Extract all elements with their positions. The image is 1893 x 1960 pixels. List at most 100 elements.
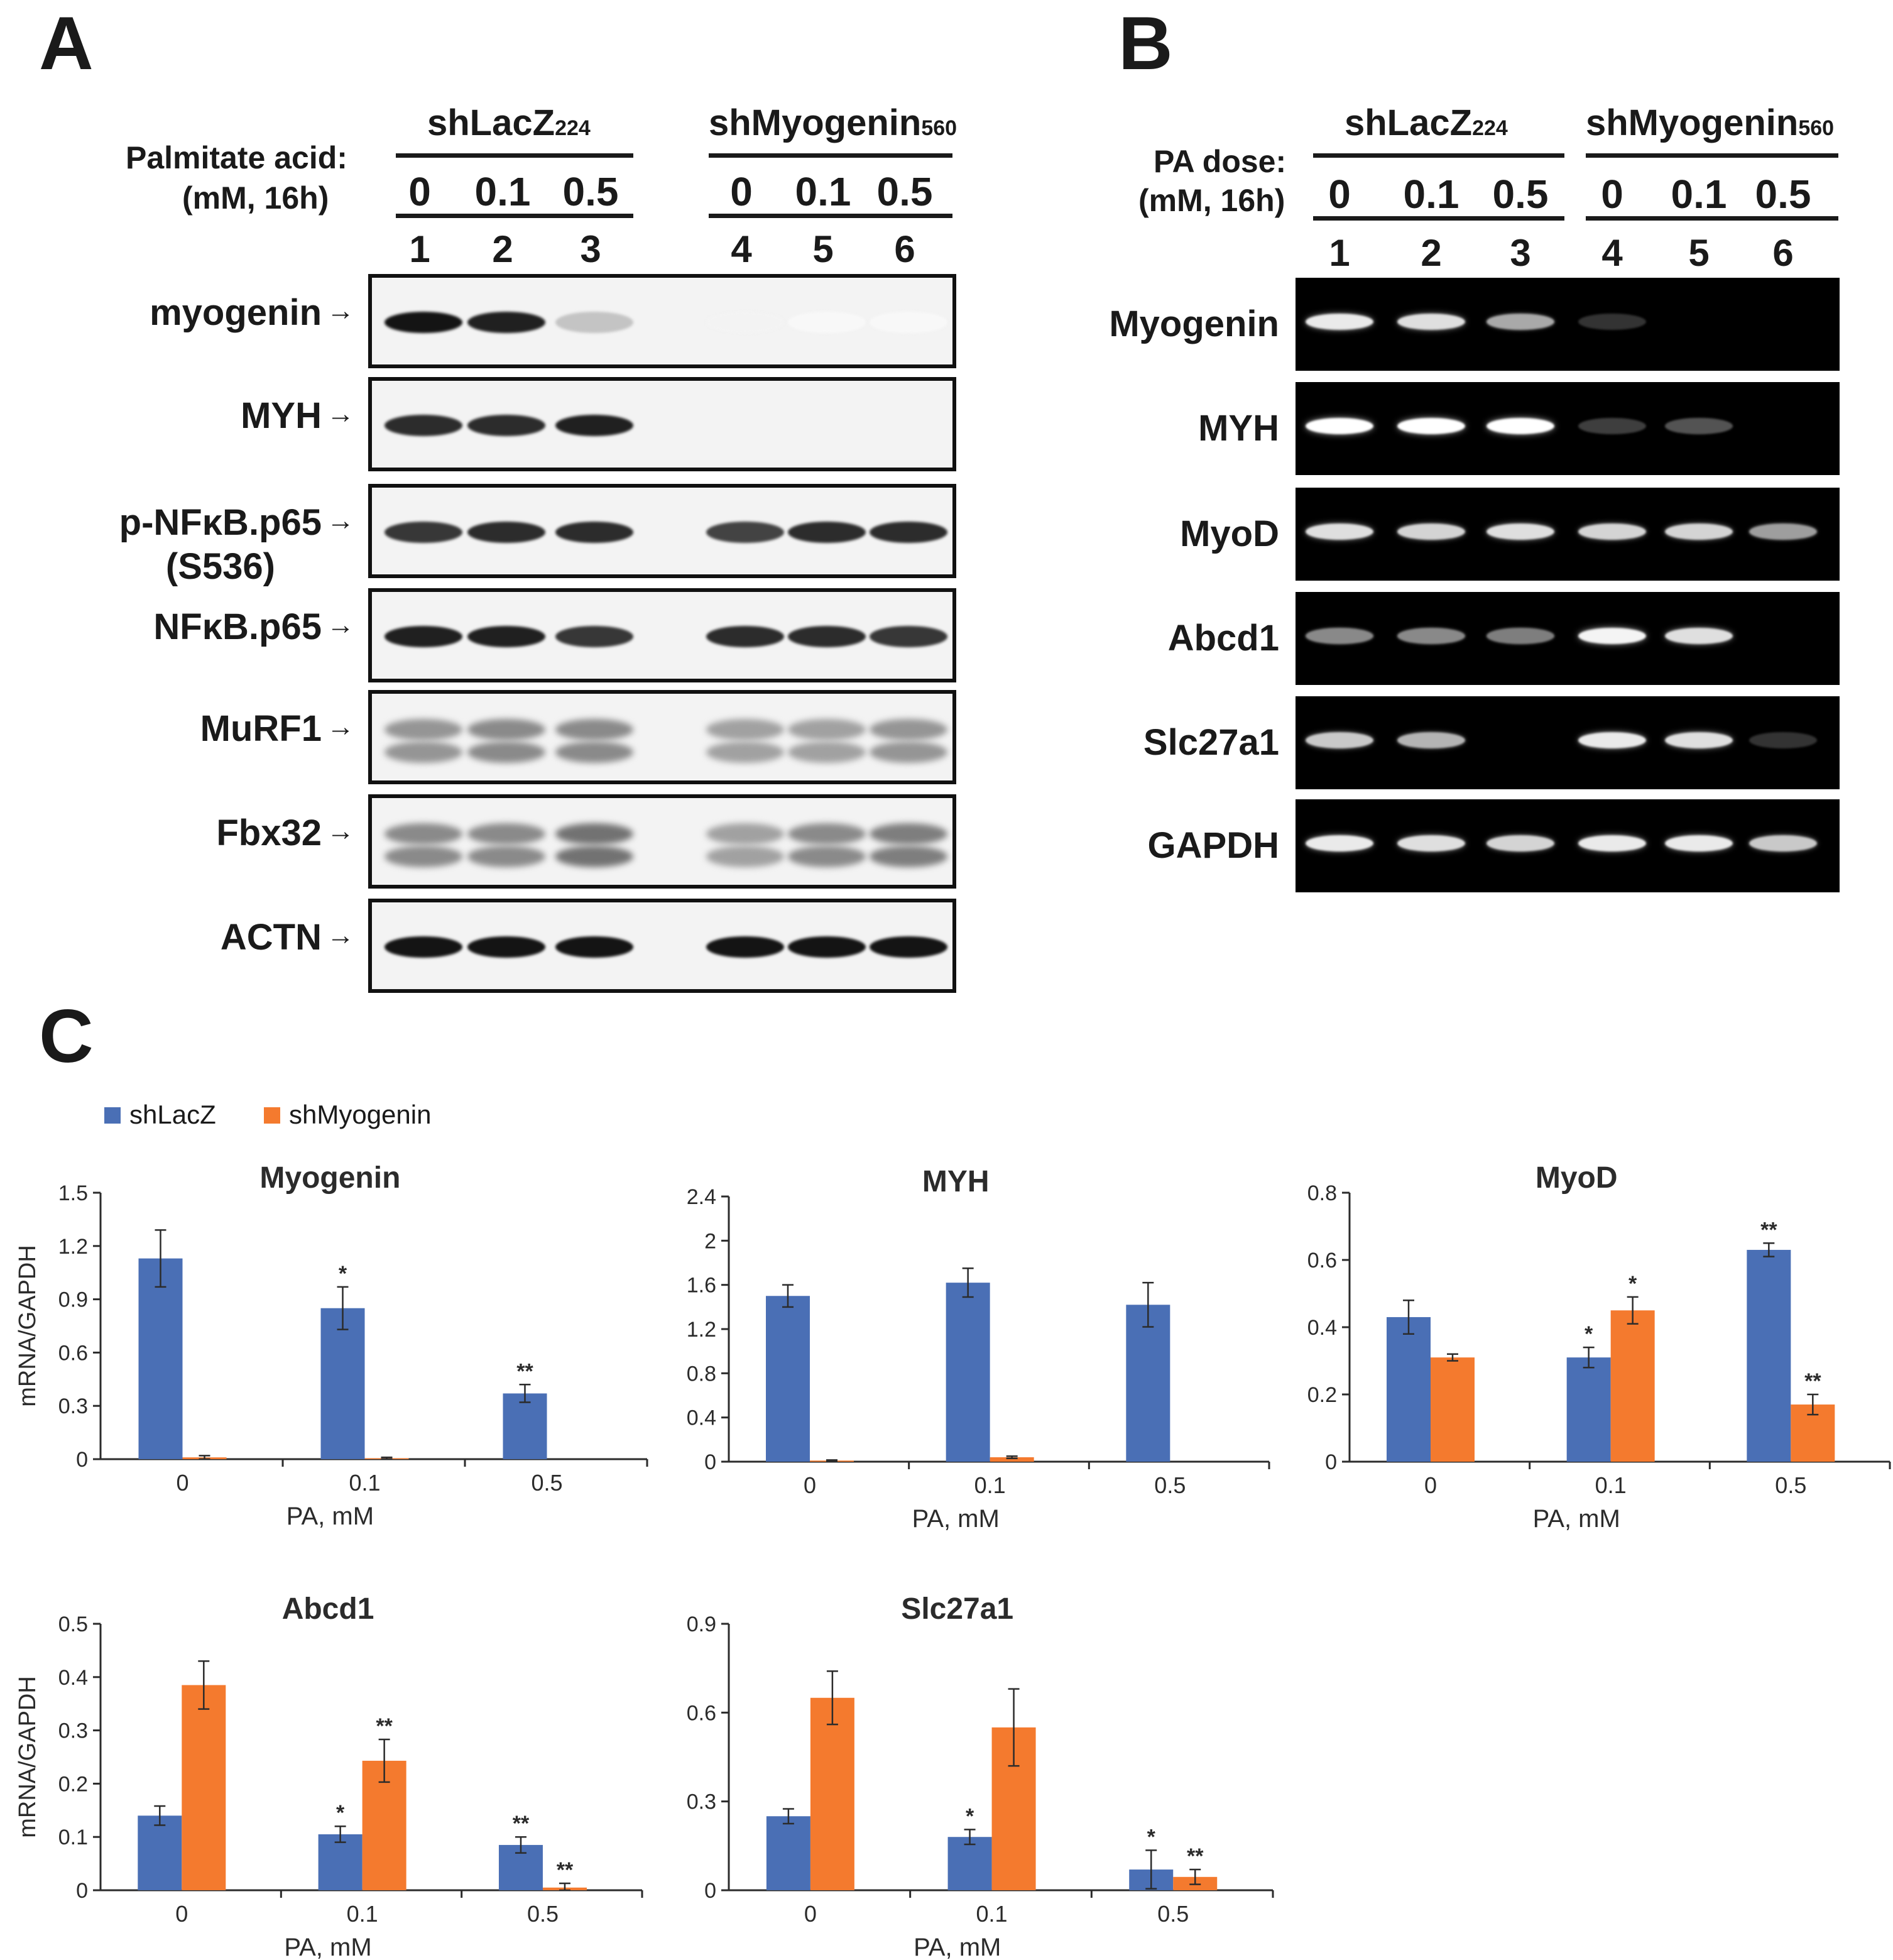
panel-a-group2-title: shMyogenin560 <box>709 102 957 144</box>
significance-mark: * <box>1628 1272 1637 1296</box>
dna-band <box>1306 628 1373 644</box>
dna-band <box>1306 314 1373 330</box>
dose-value: 0.5 <box>1492 172 1549 217</box>
protein-band <box>385 626 462 647</box>
lane-number: 1 <box>1329 232 1350 274</box>
chart-title: MYH <box>922 1165 990 1198</box>
protein-band <box>385 719 462 740</box>
significance-mark: ** <box>1804 1369 1821 1393</box>
gel-row-label: Abcd1 <box>1167 618 1279 659</box>
x-axis-label: PA, mM <box>286 1503 374 1530</box>
bar <box>990 1457 1034 1462</box>
significance-mark: ** <box>513 1812 530 1836</box>
dna-band <box>1665 732 1733 748</box>
protein-band <box>870 626 947 647</box>
bar <box>182 1685 226 1890</box>
lane-number: 5 <box>812 228 834 270</box>
bar <box>1431 1357 1475 1462</box>
protein-band <box>467 312 545 333</box>
dna-band <box>1487 835 1554 851</box>
protein-band <box>555 936 633 958</box>
legend-label-shmyogenin: shMyogenin <box>289 1100 432 1129</box>
dna-band <box>1306 732 1373 748</box>
protein-band <box>870 742 947 763</box>
significance-mark: * <box>966 1804 974 1828</box>
dose-value: 0.5 <box>562 169 619 214</box>
panel-b-condition-units: (mM, 16h) <box>1138 183 1285 218</box>
dna-band <box>1578 314 1646 330</box>
x-tick-label: 0 <box>1424 1472 1437 1498</box>
gel-strip <box>1296 278 1840 371</box>
panel-b-group2-underline <box>1586 153 1838 158</box>
arrow-icon: → <box>327 610 354 640</box>
dna-band <box>1665 835 1733 851</box>
x-axis-label: PA, mM <box>912 1505 1000 1533</box>
dna-band <box>1397 732 1465 748</box>
bar <box>1387 1317 1431 1462</box>
y-axis-label: mRNA/GAPDH <box>14 1245 41 1407</box>
x-axis-label: PA, mM <box>284 1934 371 1960</box>
dna-band <box>1578 628 1646 644</box>
y-tick-label: 0.4 <box>1307 1316 1337 1340</box>
y-tick-label: 0.5 <box>58 1612 88 1636</box>
dna-band <box>1306 835 1373 851</box>
arrow-icon: → <box>327 505 354 536</box>
y-tick-label: 0.3 <box>58 1394 88 1418</box>
blot-row-label: p-NFκB.p65 <box>119 502 322 543</box>
protein-band <box>555 719 633 740</box>
protein-band <box>788 823 866 845</box>
bar <box>138 1815 182 1890</box>
chart-title: Abcd1 <box>282 1592 374 1626</box>
protein-band <box>870 823 947 845</box>
dose-value: 0.1 <box>795 169 851 214</box>
dna-band <box>1665 418 1733 434</box>
protein-band <box>467 823 545 845</box>
significance-mark: ** <box>1760 1218 1777 1242</box>
protein-band <box>706 742 784 763</box>
bar <box>503 1393 547 1459</box>
lane-number: 1 <box>409 228 430 270</box>
dna-band <box>1749 835 1817 851</box>
y-tick-label: 0 <box>704 1879 716 1903</box>
protein-band <box>706 522 784 543</box>
dna-band <box>1397 418 1465 434</box>
gel-strip <box>1296 382 1840 475</box>
dna-band <box>1749 523 1817 540</box>
y-tick-label: 1.2 <box>687 1318 716 1342</box>
y-tick-label: 1.6 <box>687 1274 716 1298</box>
x-tick-label: 0.1 <box>974 1472 1006 1498</box>
protein-band <box>467 742 545 763</box>
panel-a-condition-units: (mM, 16h) <box>182 180 329 216</box>
protein-band <box>788 626 866 647</box>
protein-band <box>870 719 947 740</box>
gel-strip <box>1296 592 1840 685</box>
protein-band <box>385 415 462 436</box>
lane-number: 5 <box>1688 232 1710 274</box>
gel-row-label: MyoD <box>1180 513 1279 554</box>
y-tick-label: 0.6 <box>1307 1249 1337 1273</box>
chart-title: Slc27a1 <box>901 1592 1013 1626</box>
dna-band <box>1397 314 1465 330</box>
blot-row-label-sub: (S536) <box>165 546 275 587</box>
bar <box>947 1837 992 1890</box>
group-name: shLacZ <box>427 102 555 143</box>
panel-b-condition-label: PA dose: <box>1154 144 1287 179</box>
dna-band <box>1397 628 1465 644</box>
group-subscript: 560 <box>921 116 957 140</box>
protein-band <box>555 415 633 436</box>
significance-mark: ** <box>1187 1844 1204 1868</box>
protein-band <box>706 626 784 647</box>
significance-mark: ** <box>557 1858 574 1882</box>
protein-band <box>385 823 462 845</box>
blot-strip <box>368 899 956 993</box>
dna-band <box>1306 523 1373 540</box>
gel-row-label: MYH <box>1198 408 1279 449</box>
panel-c-letter: C <box>39 994 94 1078</box>
bar <box>810 1697 854 1890</box>
gel-strip <box>1296 488 1840 581</box>
x-axis-label: PA, mM <box>914 1934 1001 1960</box>
protein-band <box>467 846 545 867</box>
